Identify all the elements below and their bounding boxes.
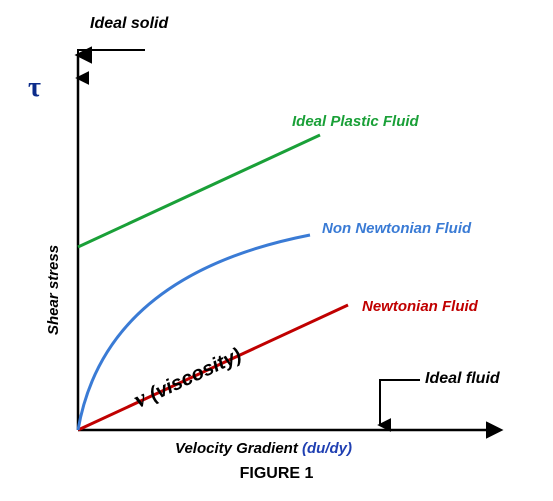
annot-ideal-solid-line (78, 50, 145, 78)
x-axis-label: Velocity Gradient (du/dy) (175, 440, 352, 457)
label-non-newtonian: Non Newtonian Fluid (322, 220, 471, 237)
annot-ideal-fluid-line (380, 380, 420, 425)
rheology-chart: τ Shear stress Velocity Gradient (du/dy)… (0, 0, 553, 501)
series-ideal-plastic (78, 135, 320, 247)
label-ideal-fluid: Ideal fluid (425, 370, 500, 388)
x-axis-label-text: Velocity Gradient (175, 440, 302, 457)
label-ideal-solid: Ideal solid (90, 15, 168, 33)
label-newtonian: Newtonian Fluid (362, 298, 478, 315)
x-axis-label-formula: (du/dy) (302, 440, 352, 457)
label-ideal-plastic: Ideal Plastic Fluid (292, 113, 419, 130)
chart-svg (0, 0, 553, 501)
series-non-newtonian (78, 235, 310, 430)
y-axis-label: Shear stress (45, 245, 62, 335)
figure-caption: FIGURE 1 (0, 465, 553, 483)
y-axis-symbol: τ (28, 72, 41, 104)
